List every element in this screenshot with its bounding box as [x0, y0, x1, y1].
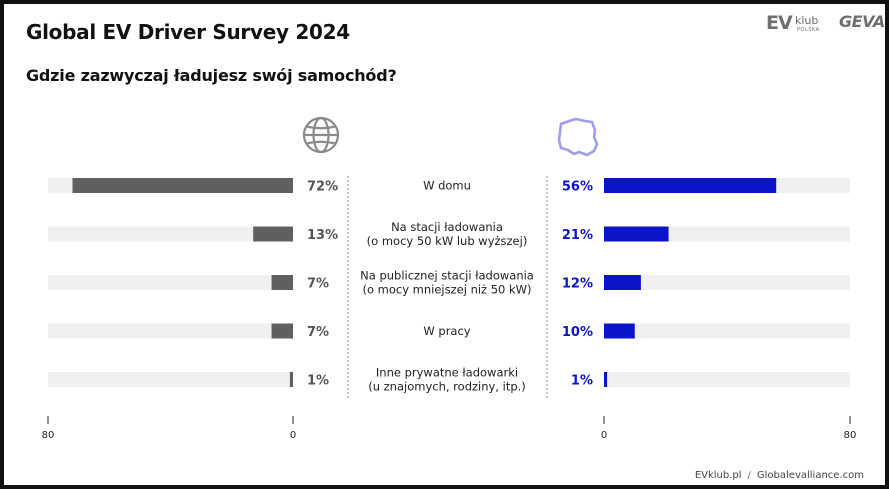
bar-poland [604, 372, 608, 387]
track-global [48, 323, 293, 339]
category-label: W pracy [423, 324, 470, 338]
category-label: W domu [423, 179, 471, 193]
evklub-logo[interactable]: EV klub POLSKA [766, 12, 834, 35]
category-sublabel: (u znajomych, rodziny, itp.) [368, 380, 526, 394]
globe-icon [302, 116, 340, 154]
track-poland [604, 323, 850, 339]
evklub-logo-polska: POLSKA [797, 27, 820, 33]
chart-row: 7% 12% Na publicznej stacji ładowania(o mo… [48, 269, 850, 297]
evklub-logo-klub: klub [795, 14, 819, 27]
footer-evklub-link[interactable]: EVklub.pl [694, 470, 742, 481]
axis-poland: 0 80 [601, 416, 857, 441]
track-poland [604, 372, 850, 387]
chart-row: 1% 1% Inne prywatne ładowarki(u znajomych,… [48, 366, 850, 394]
category-sublabel: (o mocy 50 kW lub wyższej) [367, 234, 528, 248]
slide: Global EV Driver Survey 2024 Gdzie zazwy… [4, 4, 885, 485]
data-label-global: 7% [307, 277, 329, 292]
axis-global: 80 0 [42, 416, 296, 441]
tick-poland-zero: 0 [601, 430, 607, 441]
page-title: Global EV Driver Survey 2024 [26, 20, 350, 44]
track-global [48, 275, 293, 290]
category-label: Na publicznej stacji ładowania [360, 269, 534, 283]
data-label-global: 7% [307, 325, 329, 340]
footer-geva-link[interactable]: Globalevalliance.com [756, 470, 864, 481]
footer: EVklub.pl / Globalevalliance.com [695, 470, 864, 481]
chart-row: 13% 21% Na stacji ładowania(o mocy 50 kW l… [48, 220, 850, 248]
data-label-poland: 56% [562, 180, 593, 195]
data-label-global: 1% [307, 374, 329, 389]
data-label-poland: 21% [562, 228, 593, 243]
tick-global-max: 80 [42, 430, 55, 441]
data-label-global: 72% [307, 180, 338, 195]
footer-separator: / [747, 470, 751, 481]
track-global [48, 226, 293, 242]
tick-global-zero: 0 [290, 430, 296, 441]
data-label-poland: 10% [562, 325, 593, 340]
geva-logo[interactable]: GEVA [839, 12, 885, 31]
chart-question: Gdzie zazwyczaj ładujesz swój samochód? [26, 66, 397, 85]
bar-global [271, 323, 293, 339]
chart: 80 0 0 80 72% 56% W domu 13% 21% Na stacji ła… [42, 116, 857, 441]
chart-row: 7% 10% W pracy [48, 323, 850, 340]
tick-poland-max: 80 [844, 430, 857, 441]
data-label-global: 13% [307, 228, 338, 243]
track-poland [604, 275, 850, 290]
data-label-poland: 12% [562, 277, 593, 292]
category-sublabel: (o mocy mniejszej niż 50 kW) [362, 283, 531, 297]
bar-poland [604, 178, 777, 193]
poland-map-icon [557, 117, 599, 157]
track-global [48, 372, 293, 387]
bar-global [289, 372, 293, 387]
bar-global [271, 275, 293, 290]
bar-poland [604, 275, 641, 290]
bar-poland [604, 226, 669, 242]
evklub-logo-ev: EV [766, 12, 793, 34]
category-label: Inne prywatne ładowarki [376, 366, 518, 380]
bar-global [253, 226, 293, 242]
bar-poland [604, 323, 635, 339]
data-label-poland: 1% [571, 374, 593, 389]
bar-global [72, 178, 293, 193]
category-label: Na stacji ładowania [391, 220, 503, 234]
chart-row: 72% 56% W domu [48, 178, 850, 195]
